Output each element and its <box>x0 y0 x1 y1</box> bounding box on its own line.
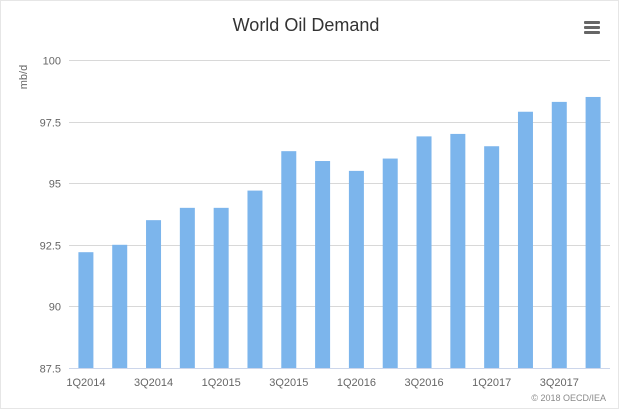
x-tick-label: 3Q2017 <box>540 377 579 389</box>
bar-3Q2015[interactable] <box>281 151 297 368</box>
bar-3Q2017[interactable] <box>551 101 567 368</box>
x-tick-label: 3Q2015 <box>269 377 308 389</box>
bar-1Q2016[interactable] <box>348 170 364 368</box>
bar-4Q2014[interactable] <box>179 207 195 368</box>
x-tick-label: 1Q2016 <box>337 377 376 389</box>
bar-1Q2015[interactable] <box>213 207 229 368</box>
hamburger-menu-icon[interactable] <box>581 19 603 39</box>
x-axis-ticks: 1Q2014 3Q2014 1Q2015 3Q2015 1Q2016 3Q2016 1Q20… <box>66 377 579 389</box>
bar-3Q2014[interactable] <box>146 220 162 368</box>
y-tick-label: 87.5 <box>40 364 61 376</box>
x-tick-label: 1Q2017 <box>472 377 511 389</box>
y-tick-label: 92.5 <box>40 241 61 253</box>
bar-1Q2014[interactable] <box>78 252 94 368</box>
bar-1Q2017[interactable] <box>484 146 500 368</box>
y-axis-ticks: 87.5 90 92.5 95 97.5 100 <box>40 56 61 376</box>
y-tick-label: 95 <box>49 179 61 191</box>
bar-4Q2016[interactable] <box>450 133 466 368</box>
x-tick-label: 1Q2014 <box>66 377 105 389</box>
bar-2Q2016[interactable] <box>382 158 398 368</box>
x-tick-label: 1Q2015 <box>202 377 241 389</box>
y-tick-label: 97.5 <box>40 118 61 130</box>
chart-title: World Oil Demand <box>233 15 380 35</box>
y-tick-label: 90 <box>49 302 61 314</box>
bar-4Q2017[interactable] <box>585 96 601 369</box>
y-axis-label: mb/d <box>18 65 30 89</box>
bar-2Q2015[interactable] <box>247 190 263 368</box>
bar-2Q2017[interactable] <box>517 111 533 368</box>
bar-2Q2014[interactable] <box>112 244 128 368</box>
bars <box>78 96 601 369</box>
x-tick-label: 3Q2016 <box>404 377 443 389</box>
credits-text: © 2018 OECD/IEA <box>531 393 606 403</box>
x-tick-label: 3Q2014 <box>134 377 173 389</box>
y-tick-label: 100 <box>43 56 61 68</box>
bar-4Q2015[interactable] <box>315 161 331 368</box>
bar-3Q2016[interactable] <box>416 136 432 368</box>
